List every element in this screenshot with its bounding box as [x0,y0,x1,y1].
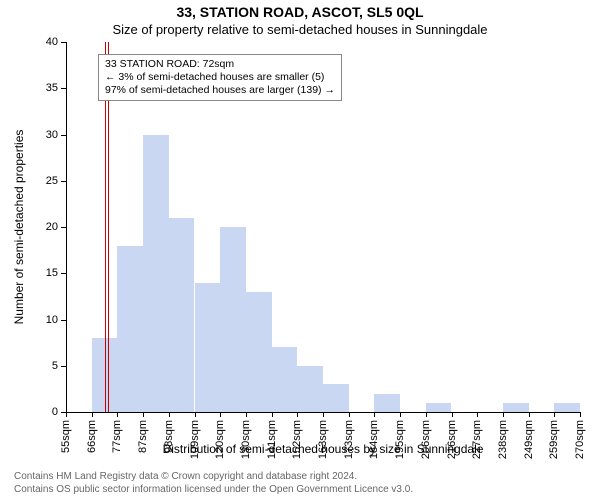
x-tick [92,412,93,417]
x-tick [272,412,273,417]
y-tick-label: 5 [34,360,58,372]
histogram-bar [374,394,400,413]
x-tick [143,412,144,417]
histogram-bar [272,347,298,412]
y-tick [61,366,66,367]
histogram-bar [117,246,143,413]
x-tick [426,412,427,417]
x-tick [195,412,196,417]
y-tick [61,42,66,43]
x-tick [452,412,453,417]
x-tick [349,412,350,417]
y-tick-label: 35 [34,82,58,94]
histogram-bar [143,135,169,413]
histogram-bar [554,403,580,412]
info-box-line-3: 97% of semi-detached houses are larger (… [105,84,335,97]
x-tick [580,412,581,417]
info-box-line-2: ← 3% of semi-detached houses are smaller… [105,71,335,84]
histogram-bar [169,218,195,412]
x-tick [374,412,375,417]
info-box-line-1: 33 STATION ROAD: 72sqm [105,58,335,71]
y-tick-label: 30 [34,129,58,141]
footer-line-2: Contains OS public sector information li… [14,484,413,497]
y-tick [61,181,66,182]
y-tick-label: 10 [34,314,58,326]
histogram-bar [246,292,272,412]
x-tick [66,412,67,417]
y-tick [61,273,66,274]
x-axis-label: Distribution of semi-detached houses by … [66,442,580,456]
title-address: 33, STATION ROAD, ASCOT, SL5 0QL [0,4,600,20]
footer-line-1: Contains HM Land Registry data © Crown c… [14,471,413,484]
y-tick-label: 40 [34,36,58,48]
y-tick [61,88,66,89]
histogram-bar [297,366,323,412]
histogram-bar [220,227,246,412]
y-axis-label: Number of semi-detached properties [12,42,28,412]
y-tick-label: 15 [34,267,58,279]
y-axis-line [66,42,67,412]
x-tick [323,412,324,417]
histogram-bar [323,384,349,412]
y-tick-label: 20 [34,221,58,233]
y-tick [61,227,66,228]
x-tick [400,412,401,417]
x-tick [246,412,247,417]
x-tick [117,412,118,417]
y-tick [61,320,66,321]
x-tick [220,412,221,417]
histogram-bar [426,403,452,412]
x-tick [503,412,504,417]
x-tick [477,412,478,417]
x-tick [554,412,555,417]
histogram-bar [503,403,529,412]
plot-area: 051015202530354055sqm66sqm77sqm87sqm98sq… [66,42,580,412]
title-subtitle: Size of property relative to semi-detach… [0,22,600,37]
y-tick-label: 0 [34,406,58,418]
x-tick [169,412,170,417]
chart-container: 33, STATION ROAD, ASCOT, SL5 0QL Size of… [0,0,600,500]
reference-info-box: 33 STATION ROAD: 72sqm← 3% of semi-detac… [98,54,342,101]
histogram-bar [195,283,221,413]
x-tick [297,412,298,417]
y-tick-label: 25 [34,175,58,187]
x-tick [529,412,530,417]
footer-text: Contains HM Land Registry data © Crown c… [14,471,413,496]
y-tick [61,135,66,136]
